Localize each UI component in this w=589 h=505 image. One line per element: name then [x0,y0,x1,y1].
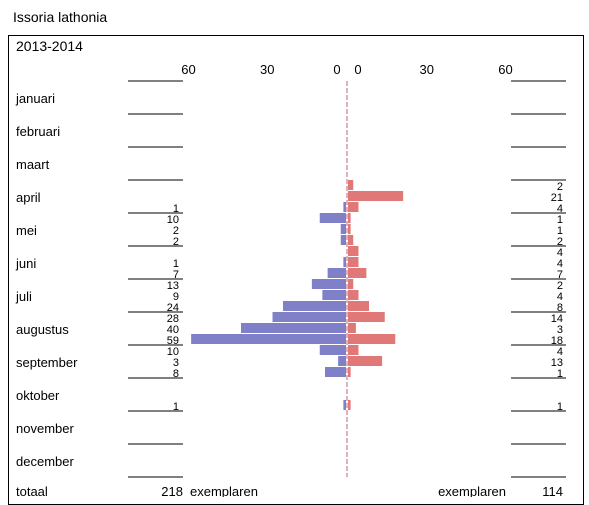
total-label: totaal [16,484,48,497]
axis-tick-left: 0 [333,62,340,77]
left-count-label: 1 [173,401,179,413]
month-label: september [16,355,78,370]
right-count-label: 2 [557,280,563,292]
left-count-label: 40 [167,324,179,336]
right-count-label: 1 [557,225,563,237]
left-count-label: 28 [167,313,179,325]
right-bar [348,191,404,201]
right-bar [348,290,359,300]
period-label: 2013-2014 [16,38,83,54]
left-bar [340,224,346,234]
right-bar [348,279,354,289]
left-count-label: 10 [167,214,179,226]
left-bar [191,334,346,344]
page-title: Issoria lathonia [13,9,108,25]
month-label: juni [15,256,36,271]
axis-tick-right: 60 [498,62,512,77]
right-count-label: 4 [557,291,563,303]
left-bar [325,367,346,377]
left-total: 218 [161,484,183,497]
left-unit-label: exemplaren [190,484,258,497]
month-label: oktober [16,388,60,403]
month-label: februari [16,124,60,139]
left-count-label: 2 [173,225,179,237]
right-count-label: 1 [557,214,563,226]
month-label: maart [16,157,50,172]
right-count-label: 21 [551,192,563,204]
month-label: juli [15,289,32,304]
left-bar [272,312,346,322]
right-bar [348,323,356,333]
month-label: december [16,454,74,469]
left-bar [327,268,346,278]
right-count-label: 4 [557,247,563,259]
right-count-label: 18 [551,335,563,347]
right-count-label: 7 [557,269,563,281]
right-count-label: 8 [557,302,563,314]
left-count-label: 8 [173,368,179,380]
right-bar [348,202,359,212]
left-bar [319,345,346,355]
left-count-label: 24 [167,302,179,314]
month-label: mei [16,223,37,238]
month-label: april [16,190,41,205]
right-bar [348,400,351,410]
left-bar [343,257,346,267]
right-count-label: 1 [557,368,563,380]
axis-tick-left: 60 [181,62,195,77]
right-bar [348,367,351,377]
right-bar [348,312,385,322]
right-count-label: 14 [551,313,563,325]
month-label: augustus [16,322,69,337]
right-count-label: 4 [557,258,563,270]
month-label: november [16,421,74,436]
right-bar [348,356,383,366]
right-bar [348,235,354,245]
left-bar [319,213,346,223]
left-count-label: 7 [173,269,179,281]
left-count-label: 1 [173,203,179,215]
right-count-label: 2 [557,236,563,248]
right-count-label: 3 [557,324,563,336]
left-count-label: 9 [173,291,179,303]
right-bar [348,224,351,234]
left-bar [241,323,346,333]
left-count-label: 3 [173,357,179,369]
right-count-label: 13 [551,357,563,369]
left-bar [340,235,346,245]
left-count-label: 2 [173,236,179,248]
right-bar [348,257,359,267]
axis-tick-left: 30 [260,62,274,77]
left-count-label: 10 [167,346,179,358]
right-bar [348,334,396,344]
right-count-label: 1 [557,401,563,413]
right-unit-label: exemplaren [438,484,506,497]
left-bar [311,279,346,289]
right-bar [348,301,369,311]
right-total: 114 [542,484,563,497]
left-count-label: 59 [167,335,179,347]
right-count-label: 4 [557,203,563,215]
right-count-label: 2 [557,181,563,193]
right-count-label: 4 [557,346,563,358]
left-bar [322,290,346,300]
right-bar [348,246,359,256]
right-bar [348,213,351,223]
left-count-label: 13 [167,280,179,292]
left-bar [343,202,346,212]
right-bar [348,180,354,190]
right-bar [348,345,359,355]
left-count-label: 1 [173,258,179,270]
axis-tick-right: 0 [354,62,361,77]
left-bar [338,356,346,366]
right-bar [348,268,367,278]
left-bar [343,400,346,410]
month-label: januari [15,91,55,106]
axis-tick-right: 30 [420,62,434,77]
left-bar [283,301,346,311]
